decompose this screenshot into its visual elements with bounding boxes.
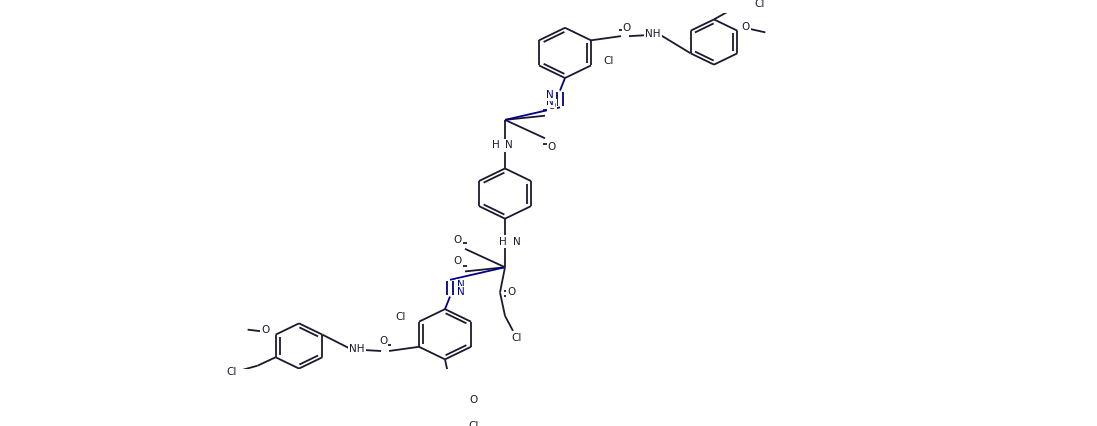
Text: Cl: Cl bbox=[396, 313, 406, 322]
Text: H: H bbox=[493, 140, 500, 150]
Text: O: O bbox=[378, 336, 387, 346]
Text: O: O bbox=[742, 22, 749, 32]
Text: O: O bbox=[261, 325, 270, 335]
Text: N: N bbox=[513, 237, 521, 247]
Text: NH: NH bbox=[349, 344, 365, 354]
Text: O: O bbox=[547, 101, 556, 111]
Text: O: O bbox=[623, 23, 631, 33]
Text: NH: NH bbox=[645, 29, 660, 40]
Text: Cl: Cl bbox=[603, 56, 614, 66]
Text: N: N bbox=[457, 280, 465, 290]
Text: Cl: Cl bbox=[755, 0, 766, 9]
Text: O: O bbox=[454, 236, 462, 245]
Text: Cl: Cl bbox=[512, 333, 522, 343]
Text: Cl: Cl bbox=[226, 367, 237, 377]
Text: O: O bbox=[508, 288, 516, 297]
Text: Cl: Cl bbox=[468, 420, 479, 426]
Text: N: N bbox=[457, 288, 465, 297]
Text: N: N bbox=[505, 140, 513, 150]
Text: H: H bbox=[499, 237, 507, 247]
Text: O: O bbox=[547, 142, 556, 152]
Text: O: O bbox=[454, 256, 462, 266]
Text: N: N bbox=[546, 97, 554, 107]
Text: N: N bbox=[546, 90, 554, 100]
Text: O: O bbox=[470, 395, 478, 406]
